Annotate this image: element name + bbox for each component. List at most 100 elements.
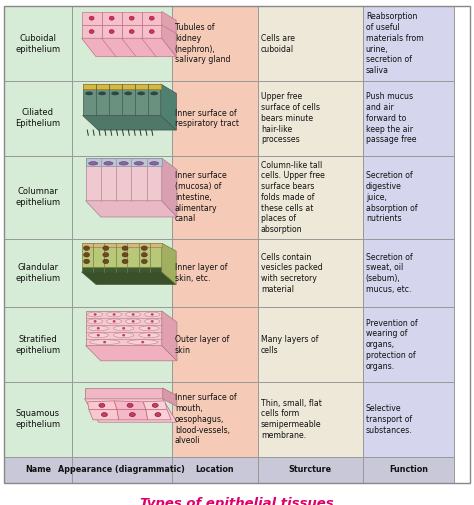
Text: Inner surface of
respiratory tract: Inner surface of respiratory tract (175, 109, 239, 128)
Bar (4, 239, 72, 307)
Ellipse shape (113, 320, 116, 323)
Bar (258, 239, 363, 307)
Bar (172, 457, 258, 483)
Ellipse shape (104, 162, 113, 165)
Text: Secretion of
sweat, oil
(sebum),
mucus, etc.: Secretion of sweat, oil (sebum), mucus, … (366, 252, 412, 294)
Polygon shape (86, 158, 162, 201)
Polygon shape (82, 38, 176, 57)
Ellipse shape (145, 319, 160, 324)
Ellipse shape (88, 326, 109, 331)
Polygon shape (82, 84, 161, 116)
Ellipse shape (151, 320, 154, 323)
Ellipse shape (101, 413, 108, 417)
Polygon shape (82, 116, 176, 130)
Ellipse shape (125, 92, 132, 95)
Bar (172, 239, 258, 307)
Polygon shape (162, 311, 177, 361)
Ellipse shape (113, 333, 134, 338)
Text: Push mucus
and air
forward to
keep the air
passage free: Push mucus and air forward to keep the a… (366, 92, 416, 144)
Ellipse shape (83, 259, 90, 264)
Ellipse shape (152, 403, 158, 408)
Bar (258, 156, 363, 239)
Polygon shape (84, 399, 177, 422)
Ellipse shape (113, 313, 116, 316)
Bar (363, 457, 454, 483)
Bar (172, 81, 258, 156)
Bar (72, 6, 172, 81)
Ellipse shape (119, 162, 128, 165)
Polygon shape (86, 345, 177, 361)
Text: Stratified
epithelium: Stratified epithelium (15, 335, 60, 355)
Ellipse shape (139, 326, 159, 331)
Ellipse shape (151, 92, 158, 95)
Bar (363, 382, 454, 457)
Polygon shape (84, 388, 163, 399)
Text: Inner surface
(mucosa) of
intestine,
alimentary
canal: Inner surface (mucosa) of intestine, ali… (175, 171, 227, 223)
Text: Sturcture: Sturcture (289, 466, 332, 474)
Polygon shape (146, 410, 171, 420)
Ellipse shape (89, 162, 98, 165)
Ellipse shape (150, 162, 159, 165)
Ellipse shape (103, 246, 109, 250)
Text: Cuboidal
epithelium: Cuboidal epithelium (15, 34, 60, 54)
Text: Outer layer of
skin: Outer layer of skin (175, 335, 229, 355)
Text: Column-like tall
cells. Upper free
surface bears
folds made of
these cells at
pl: Column-like tall cells. Upper free surfa… (261, 161, 325, 234)
Polygon shape (88, 401, 117, 410)
Text: Thin, small, flat
cells form
semipermeable
membrane.: Thin, small, flat cells form semipermeab… (261, 399, 322, 440)
Ellipse shape (103, 341, 106, 343)
Ellipse shape (111, 92, 118, 95)
Bar (172, 6, 258, 81)
Ellipse shape (137, 92, 145, 95)
Bar (363, 81, 454, 156)
Text: Many layers of
cells: Many layers of cells (261, 335, 319, 355)
Ellipse shape (97, 334, 100, 336)
Ellipse shape (122, 252, 128, 257)
Ellipse shape (103, 252, 109, 257)
Ellipse shape (109, 16, 114, 20)
Ellipse shape (88, 319, 103, 324)
Bar (258, 307, 363, 382)
Polygon shape (86, 158, 162, 166)
Polygon shape (89, 410, 119, 420)
Ellipse shape (122, 327, 125, 330)
Text: Ciliated
Epithelium: Ciliated Epithelium (15, 109, 60, 128)
Text: Location: Location (196, 466, 234, 474)
Ellipse shape (127, 403, 133, 408)
Text: Columnar
epithelium: Columnar epithelium (15, 187, 60, 208)
Bar (258, 6, 363, 81)
Polygon shape (82, 267, 162, 272)
Text: Reabsorption
of useful
materials from
urine,
secretion of
saliva: Reabsorption of useful materials from ur… (366, 12, 424, 75)
Ellipse shape (122, 334, 125, 336)
Text: Function: Function (389, 466, 428, 474)
Ellipse shape (141, 246, 147, 250)
Ellipse shape (83, 246, 90, 250)
Polygon shape (114, 401, 146, 410)
Polygon shape (161, 84, 176, 130)
Ellipse shape (88, 333, 109, 338)
Ellipse shape (147, 327, 151, 330)
Ellipse shape (132, 313, 135, 316)
Ellipse shape (129, 16, 134, 20)
Bar (4, 6, 72, 81)
Ellipse shape (85, 92, 93, 95)
Ellipse shape (147, 334, 151, 336)
Ellipse shape (99, 92, 106, 95)
Ellipse shape (129, 413, 136, 417)
Ellipse shape (134, 162, 144, 165)
Text: Cells are
cuboidal: Cells are cuboidal (261, 34, 295, 54)
Text: Squamous
epithelium: Squamous epithelium (15, 410, 60, 429)
Bar (363, 6, 454, 81)
Bar (258, 382, 363, 457)
Ellipse shape (89, 16, 94, 20)
Ellipse shape (107, 319, 122, 324)
Ellipse shape (99, 403, 105, 408)
Text: Upper free
surface of cells
bears minute
hair-like
processes: Upper free surface of cells bears minute… (261, 92, 320, 144)
Bar (172, 307, 258, 382)
Ellipse shape (88, 312, 103, 317)
Bar (4, 156, 72, 239)
Text: Secretion of
digestive
juice,
absorption of
nutrients: Secretion of digestive juice, absorption… (366, 171, 417, 223)
Text: Glandular
epithelium: Glandular epithelium (15, 263, 60, 283)
Text: Selective
transport of
substances.: Selective transport of substances. (366, 404, 412, 435)
Bar (4, 81, 72, 156)
Ellipse shape (93, 313, 97, 316)
